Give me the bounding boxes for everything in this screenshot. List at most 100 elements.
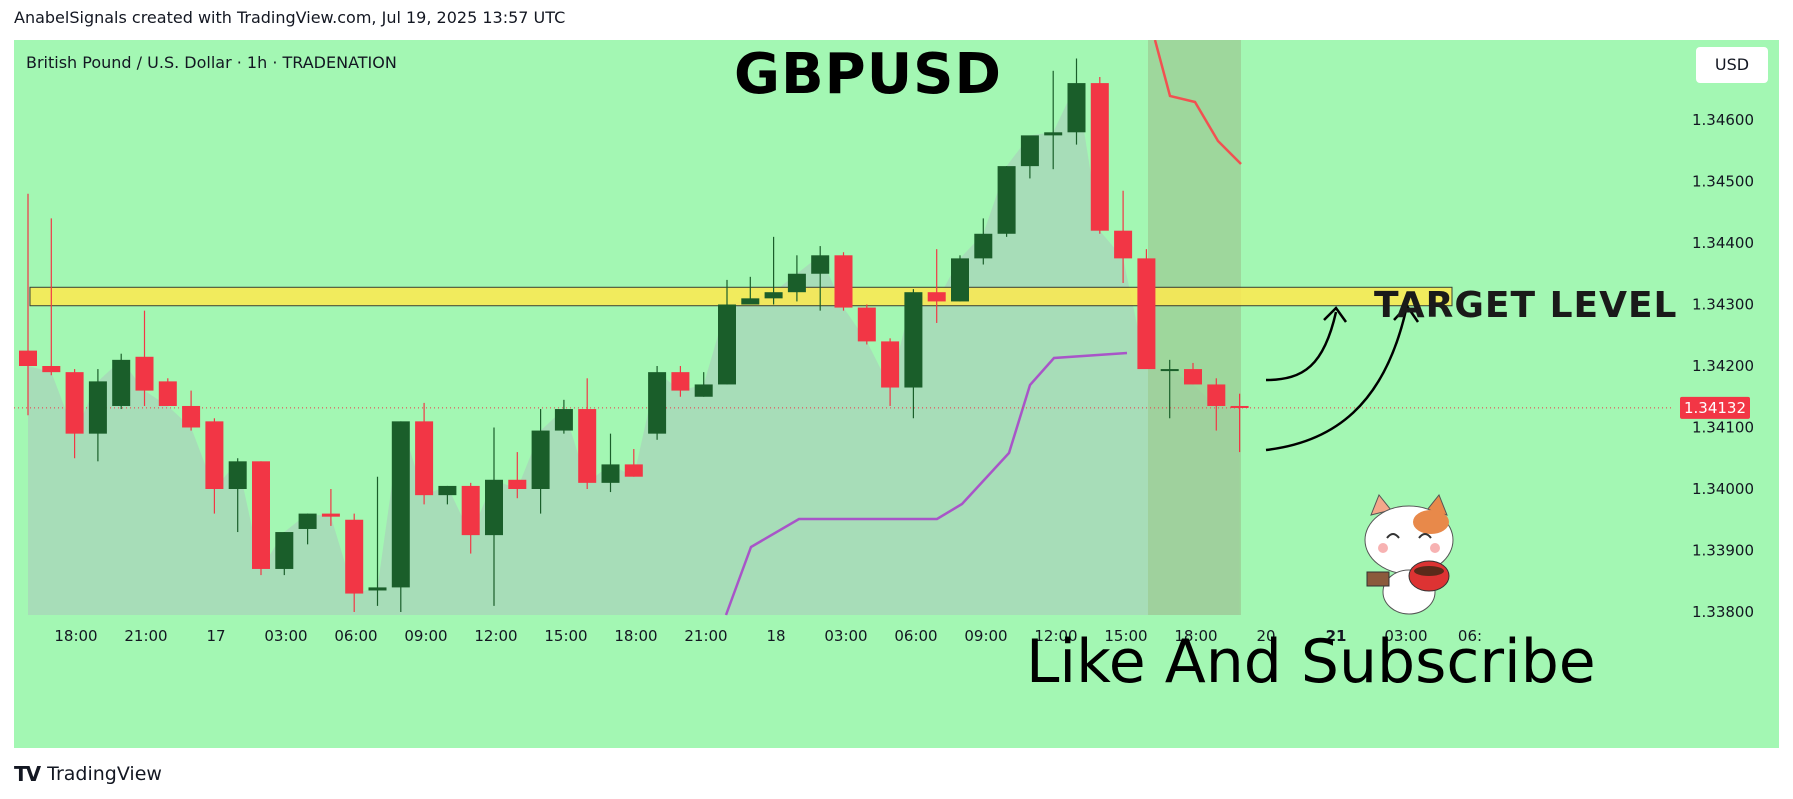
- arrow-1-icon: [1265, 306, 1348, 382]
- candle[interactable]: [881, 338, 900, 406]
- candle-body: [857, 307, 876, 342]
- candle-body: [252, 461, 270, 569]
- candle[interactable]: [321, 489, 340, 526]
- candle-body: [834, 255, 853, 308]
- target-level-label: TARGET LEVEL: [1374, 285, 1678, 326]
- candle-body: [485, 479, 503, 536]
- candle[interactable]: [834, 252, 853, 311]
- candle[interactable]: [764, 236, 783, 305]
- candle[interactable]: [1207, 378, 1226, 431]
- candle-body: [1067, 83, 1086, 133]
- candle[interactable]: [997, 166, 1016, 237]
- candle[interactable]: [485, 427, 503, 606]
- x-tick-label: 12:00: [474, 627, 517, 645]
- candle[interactable]: [252, 461, 270, 576]
- chart-caption: AnabelSignals created with TradingView.c…: [14, 8, 566, 27]
- x-tick-label: 03:00: [264, 627, 307, 645]
- candle[interactable]: [648, 366, 667, 440]
- x-tick-label: 12:00: [1034, 627, 1077, 645]
- tradingview-logo-icon: TV: [14, 762, 41, 786]
- candle[interactable]: [974, 218, 993, 265]
- candle-body: [415, 421, 434, 496]
- candle-body: [42, 366, 61, 373]
- candle[interactable]: [298, 513, 317, 545]
- candle[interactable]: [508, 452, 527, 499]
- candle-body: [1114, 230, 1133, 259]
- cat-mascot-icon: [1364, 494, 1454, 615]
- candle[interactable]: [42, 218, 61, 376]
- candle[interactable]: [787, 255, 806, 302]
- candle-body: [811, 255, 830, 274]
- candle[interactable]: [228, 458, 247, 533]
- candle-body: [1184, 369, 1202, 385]
- candle[interactable]: [741, 276, 760, 305]
- currency-button[interactable]: USD: [1696, 47, 1768, 83]
- candle[interactable]: [158, 378, 177, 406]
- x-tick-label: 18:00: [614, 627, 657, 645]
- candle[interactable]: [391, 421, 410, 612]
- candle[interactable]: [811, 246, 830, 311]
- x-tick-label: 15:00: [544, 627, 587, 645]
- x-tick-label: 20: [1256, 627, 1275, 645]
- candle[interactable]: [1067, 58, 1086, 145]
- candle[interactable]: [718, 279, 736, 385]
- candle-body: [1137, 258, 1156, 370]
- candle-body: [927, 292, 946, 302]
- candle-body: [321, 513, 340, 517]
- candle-body: [1230, 405, 1249, 408]
- candle[interactable]: [275, 532, 294, 576]
- candle[interactable]: [182, 390, 201, 431]
- subscribe-text: Like And Subscribe: [1026, 627, 1596, 697]
- candle[interactable]: [951, 255, 969, 302]
- candle[interactable]: [927, 249, 946, 323]
- candle-body: [578, 409, 597, 483]
- last-price-label[interactable]: 1.34132: [1680, 396, 1750, 419]
- candle[interactable]: [438, 485, 457, 505]
- candle[interactable]: [624, 449, 643, 477]
- candle-body: [787, 273, 806, 293]
- candle-body: [508, 479, 527, 489]
- x-tick-label: 21:00: [124, 627, 167, 645]
- candle[interactable]: [554, 399, 573, 434]
- candle[interactable]: [1044, 70, 1063, 170]
- candle[interactable]: [368, 476, 387, 606]
- candle[interactable]: [135, 310, 154, 406]
- candle[interactable]: [694, 372, 713, 397]
- candle[interactable]: [1184, 362, 1202, 385]
- symbol-info[interactable]: British Pound / U.S. Dollar · 1h · TRADE…: [26, 53, 397, 72]
- footer[interactable]: TV TradingView: [14, 762, 162, 786]
- candle[interactable]: [345, 513, 364, 612]
- candle[interactable]: [461, 482, 480, 554]
- candle[interactable]: [904, 289, 923, 419]
- candle[interactable]: [205, 418, 224, 514]
- candle[interactable]: [531, 409, 550, 514]
- y-tick-label: 1.34500: [1692, 173, 1754, 191]
- candle[interactable]: [1020, 135, 1039, 179]
- y-tick-label: 1.34400: [1692, 234, 1754, 252]
- candle-body: [718, 304, 736, 385]
- candle[interactable]: [601, 433, 620, 493]
- target-zone: [29, 286, 1453, 307]
- support-line: [724, 351, 1128, 616]
- chart-panel[interactable]: 1.34600 1.34500 1.34400 1.34300 1.34200 1.341…: [14, 40, 1779, 748]
- candle[interactable]: [857, 304, 876, 345]
- y-tick-label: 1.34200: [1692, 357, 1754, 375]
- candle[interactable]: [1230, 393, 1249, 453]
- price-chart[interactable]: 1.34600 1.34500 1.34400 1.34300 1.34200 1.341…: [14, 40, 1779, 748]
- candle[interactable]: [415, 402, 434, 505]
- candle[interactable]: [1114, 190, 1133, 283]
- x-tick-label: 03:00: [824, 627, 867, 645]
- y-tick-label: 1.33900: [1692, 542, 1754, 560]
- candle[interactable]: [19, 193, 37, 416]
- candle-body: [671, 372, 690, 391]
- candle[interactable]: [1090, 76, 1109, 234]
- candle[interactable]: [65, 369, 84, 459]
- candle[interactable]: [1137, 249, 1156, 370]
- arrow-2-icon: [1265, 304, 1420, 452]
- candle[interactable]: [1160, 359, 1179, 419]
- candle[interactable]: [671, 366, 690, 397]
- candle[interactable]: [88, 369, 107, 462]
- candle[interactable]: [578, 378, 597, 489]
- candle[interactable]: [112, 353, 131, 410]
- x-tick-label: 03:00: [1384, 627, 1427, 645]
